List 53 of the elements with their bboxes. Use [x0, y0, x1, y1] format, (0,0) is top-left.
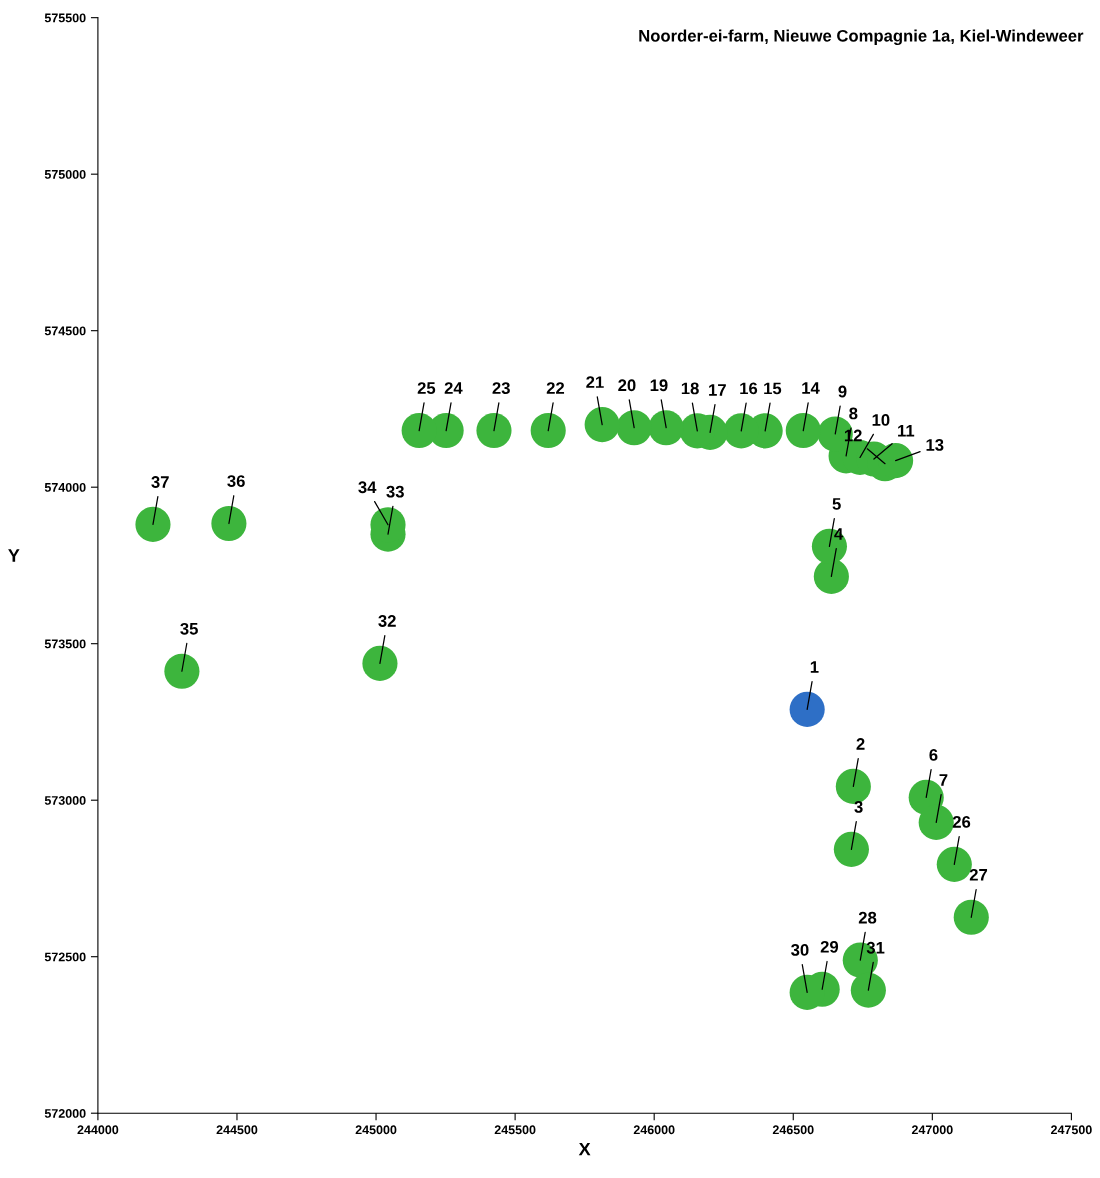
annotation: 19: [650, 379, 668, 392]
annotation: 32: [378, 615, 396, 627]
y-tick-label: 575500: [44, 13, 86, 23]
annotation: 8: [849, 407, 858, 420]
annotation: 2: [856, 738, 865, 750]
annotation: 4: [834, 528, 844, 540]
annotation: 29: [820, 940, 839, 953]
annotation: 30: [791, 944, 809, 956]
x-tick-label: 244500: [216, 1125, 258, 1135]
annotation: 9: [838, 385, 847, 398]
annotation: 35: [180, 622, 198, 635]
annotation: 37: [151, 476, 169, 488]
annotation: 18: [681, 382, 699, 395]
x-tick-label: 245500: [494, 1125, 536, 1135]
annotation: Noorder-ei-farm, Nieuwe Compagnie 1a, Kiel-Windeweer: [639, 29, 1084, 46]
y-tick-label: 572000: [44, 1109, 86, 1118]
x-tick-label: 245000: [355, 1125, 397, 1135]
annotation: 13: [926, 439, 944, 451]
annotation: 23: [492, 382, 510, 394]
annotation: 1: [810, 661, 819, 673]
x-tick-label: 246500: [772, 1125, 814, 1135]
y-tick-label: 574500: [44, 326, 86, 336]
annotation: 5: [832, 498, 841, 510]
annotation: 27: [969, 868, 988, 881]
annotation: 14: [802, 382, 820, 394]
annotation: 21: [586, 376, 604, 388]
annotation: 25: [417, 382, 436, 394]
x-tick-label: 247000: [911, 1125, 953, 1135]
y-tick-label: 575000: [44, 169, 86, 179]
annotation: 33: [386, 485, 404, 498]
annotation: 7: [939, 774, 948, 786]
annotation: 16: [740, 382, 758, 395]
annotation: 11: [898, 425, 915, 437]
y-axis-title: Y: [8, 549, 20, 562]
annotation: 17: [709, 384, 726, 396]
y-tick-label: 573000: [44, 796, 86, 805]
annotation: 20: [618, 379, 636, 392]
x-tick-label: 244000: [77, 1125, 119, 1135]
annotation: 22: [546, 382, 565, 394]
annotation: 34: [358, 481, 377, 494]
annotation: 15: [764, 382, 782, 395]
y-tick-label: 574000: [44, 482, 86, 492]
y-tick-label: 572500: [44, 952, 86, 962]
y-tick-label: 573500: [44, 639, 86, 649]
annotation: 6: [929, 749, 938, 761]
annotation: 10: [872, 414, 890, 426]
x-axis-title: X: [578, 1142, 591, 1156]
annotation: 28: [858, 911, 877, 924]
annotation: 3: [854, 800, 863, 813]
annotation: 24: [444, 382, 463, 394]
x-tick-label: 246000: [633, 1125, 675, 1135]
x-tick-label: 247500: [1050, 1125, 1092, 1135]
annotation: 36: [227, 475, 245, 487]
